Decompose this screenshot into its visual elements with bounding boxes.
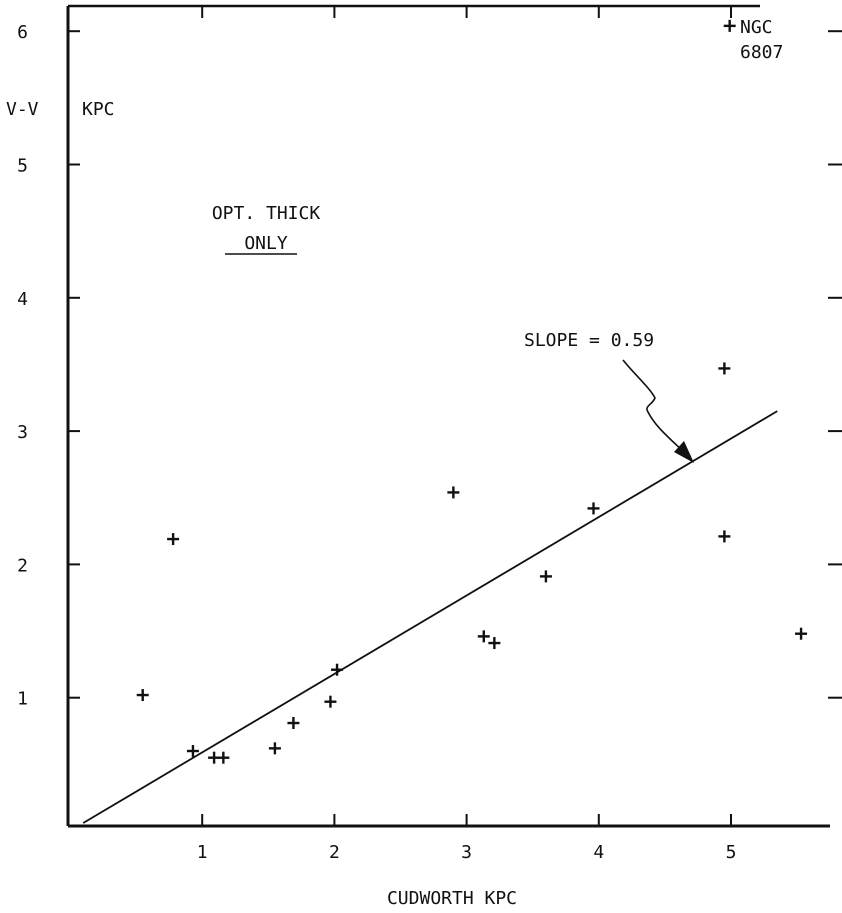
- data-point: [217, 751, 230, 764]
- y-tick-label: 3: [17, 422, 28, 443]
- ngc-annotation-line1: NGC: [740, 17, 773, 38]
- data-point: [287, 717, 300, 730]
- x-tick-label: 3: [461, 842, 472, 863]
- data-point: [167, 533, 180, 546]
- data-point: [718, 362, 731, 375]
- slope-arrow: [622, 359, 691, 459]
- tick-labels: 1 2 3 4 5 1 2 3 4 5 6: [17, 22, 736, 863]
- ngc-annotation-line2: 6807: [740, 42, 783, 63]
- data-point: [795, 627, 808, 640]
- data-point: [331, 663, 344, 676]
- data-point: [488, 637, 501, 650]
- data-point: [324, 695, 337, 708]
- y-tick-label: 4: [17, 289, 28, 310]
- data-point: [539, 570, 552, 583]
- data-point: [477, 630, 490, 643]
- only-annotation: ONLY: [244, 233, 288, 254]
- y-axis-unit: KPC: [82, 99, 115, 120]
- x-tick-label: 2: [329, 842, 340, 863]
- data-point: [587, 502, 600, 515]
- data-point: [136, 689, 149, 702]
- slope-annotation: SLOPE = 0.59: [524, 330, 654, 351]
- data-point: [268, 742, 281, 755]
- opt-thick-annotation: OPT. THICK: [212, 203, 321, 224]
- y-tick-label: 1: [17, 689, 28, 710]
- x-axis-label: CUDWORTH KPC: [387, 888, 517, 909]
- slope-arrowhead: [674, 441, 694, 463]
- data-point: [447, 486, 460, 499]
- plot-frame: [66, 4, 830, 828]
- y-tick-label: 2: [17, 555, 28, 576]
- data-point: [723, 19, 736, 32]
- data-points: [136, 19, 808, 764]
- x-tick-label: 1: [197, 842, 208, 863]
- y-tick-label: 6: [17, 22, 28, 43]
- x-tick-label: 5: [726, 842, 737, 863]
- y-axis-label: V-V: [6, 99, 39, 120]
- data-point: [186, 745, 199, 758]
- y-tick-label: 5: [17, 156, 28, 177]
- x-tick-label: 4: [593, 842, 604, 863]
- fit-line: [82, 410, 778, 824]
- data-point: [718, 530, 731, 543]
- axis-ticks: [68, 6, 842, 826]
